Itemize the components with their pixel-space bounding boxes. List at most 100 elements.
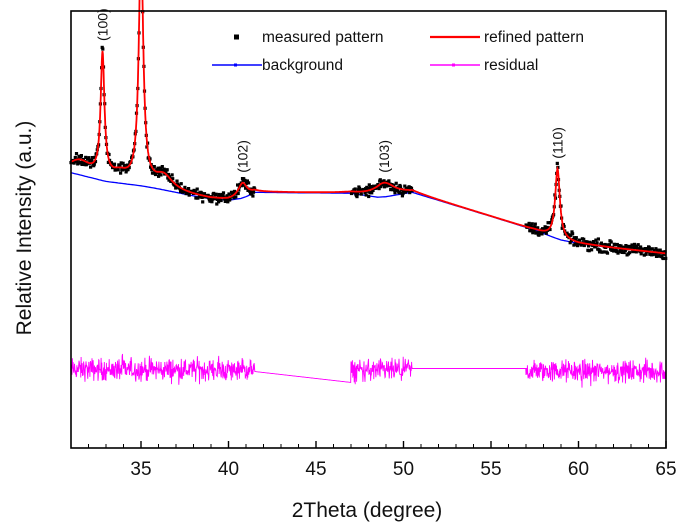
measured-point <box>656 254 660 258</box>
measured-point <box>607 243 611 247</box>
measured-point <box>546 221 550 225</box>
measured-point <box>166 172 170 177</box>
measured-point <box>171 177 175 181</box>
measured-point <box>527 221 531 225</box>
measured-point <box>524 223 528 227</box>
measured-point <box>165 168 169 172</box>
measured-point <box>622 250 626 255</box>
measured-point <box>596 237 600 241</box>
measured-point <box>170 173 174 177</box>
measured-point <box>652 248 656 253</box>
measured-point <box>215 202 219 206</box>
legend-label: background <box>262 57 343 74</box>
measured-point <box>599 241 603 245</box>
measured-point <box>92 162 96 166</box>
measured-point <box>79 154 83 158</box>
measured-point <box>602 250 606 254</box>
measured-point <box>236 191 240 196</box>
ticks: 35 40 45 50 55 60 65 <box>70 441 677 480</box>
measured-point <box>650 247 654 251</box>
measured-point <box>623 249 627 253</box>
measured-point <box>126 168 130 172</box>
measured-point <box>536 226 540 230</box>
measured-point <box>396 185 400 189</box>
measured-point <box>78 160 82 164</box>
measured-point <box>400 194 404 198</box>
measured-point <box>213 197 217 201</box>
measured-point <box>603 242 607 247</box>
measured-point <box>367 183 371 187</box>
x-axis-title: 2Theta (degree) <box>292 499 443 522</box>
measured-point <box>637 247 641 251</box>
measured-point <box>620 250 624 254</box>
measured-point <box>378 178 382 182</box>
measured-point <box>119 161 123 165</box>
measured-point <box>77 154 81 158</box>
measured-point <box>356 192 360 196</box>
measured-point <box>93 160 98 164</box>
measured-point <box>184 192 188 196</box>
measured-point <box>582 243 586 248</box>
measured-point <box>122 164 126 168</box>
measured-point <box>624 244 628 248</box>
measured-point <box>173 183 177 187</box>
measured-point <box>161 169 166 173</box>
measured-point <box>234 195 238 199</box>
measured-point <box>616 251 620 255</box>
measured-point <box>631 249 635 253</box>
measured-point <box>226 200 230 204</box>
measured-point <box>221 193 225 197</box>
legend-marker <box>234 34 239 40</box>
measured-point <box>577 238 581 242</box>
measured-point <box>251 194 255 198</box>
measured-point <box>590 248 594 252</box>
measured-point <box>642 253 646 257</box>
measured-point <box>533 222 537 226</box>
measured-point <box>538 232 542 236</box>
measured-point <box>598 249 602 253</box>
measured-point <box>403 190 407 194</box>
measured-point <box>573 242 577 246</box>
legend-item: refined pattern <box>430 29 584 46</box>
measured-point <box>367 194 371 199</box>
measured-point <box>74 152 79 156</box>
measured-point <box>655 248 659 252</box>
measured-point <box>529 229 533 233</box>
measured-point <box>89 165 93 169</box>
measured-point <box>379 185 383 189</box>
measured-point <box>408 191 412 195</box>
plot-area <box>69 0 668 388</box>
measured-point <box>530 222 534 226</box>
measured-point <box>600 250 604 254</box>
measured-point <box>225 197 229 201</box>
measured-point <box>572 236 577 240</box>
measured-point <box>537 233 541 237</box>
measured-point <box>634 250 638 254</box>
measured-point <box>221 191 226 195</box>
measured-point <box>371 188 375 192</box>
measured-point <box>215 197 219 201</box>
measured-point <box>355 195 359 199</box>
measured-point <box>370 191 374 195</box>
measured-point <box>368 191 372 195</box>
measured-point <box>589 241 593 245</box>
measured-point <box>570 230 574 234</box>
measured-point <box>116 168 120 172</box>
peak-label: (110) <box>550 127 566 159</box>
measured-point <box>560 226 564 230</box>
measured-point <box>227 192 231 196</box>
measured-point <box>212 191 216 195</box>
measured-point <box>157 174 161 178</box>
measured-point <box>196 196 200 200</box>
measured-point <box>93 155 97 159</box>
measured-point <box>112 162 117 166</box>
measured-point <box>409 186 414 191</box>
measured-point <box>121 161 125 165</box>
measured-point <box>661 256 665 261</box>
measured-point <box>240 184 244 188</box>
y-axis-title: Relative Intensity (a.u.) <box>13 121 36 336</box>
measured-point <box>206 193 210 197</box>
measured-point <box>156 166 160 170</box>
measured-point <box>162 167 166 171</box>
measured-point <box>201 200 205 204</box>
